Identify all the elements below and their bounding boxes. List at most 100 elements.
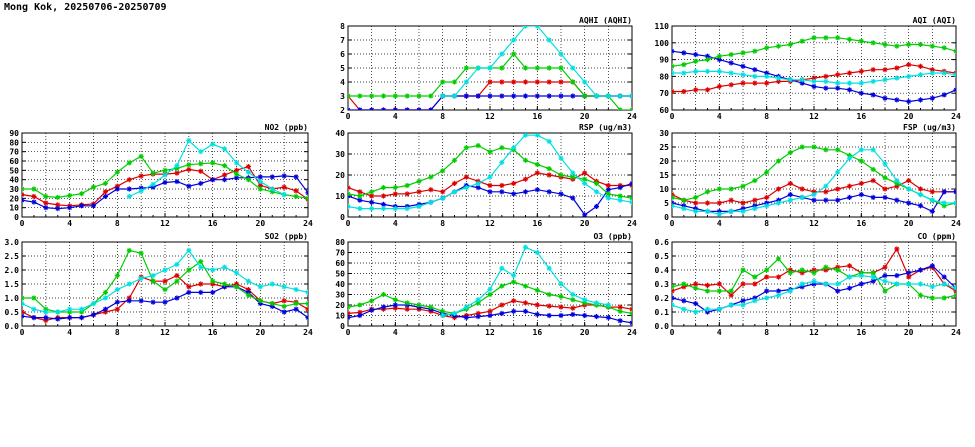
data-point-blue bbox=[546, 312, 552, 319]
y-tick-label: 20 bbox=[9, 194, 19, 203]
data-point-blue bbox=[475, 313, 481, 320]
data-point-cyan bbox=[186, 247, 192, 253]
data-point-cyan bbox=[799, 281, 805, 287]
data-point-green bbox=[716, 288, 722, 294]
x-tick-label: 12 bbox=[485, 219, 495, 228]
y-tick-label: 4 bbox=[340, 78, 345, 87]
data-point-green bbox=[43, 193, 49, 200]
y-tick-label: 0.1 bbox=[655, 308, 670, 317]
data-point-blue bbox=[499, 93, 505, 99]
data-point-cyan bbox=[534, 133, 540, 138]
data-point-cyan bbox=[534, 249, 540, 256]
x-tick-label: 20 bbox=[904, 219, 914, 228]
data-point-green bbox=[716, 53, 722, 59]
data-point-red bbox=[917, 186, 924, 192]
data-point-green bbox=[499, 283, 505, 289]
data-point-cyan bbox=[775, 200, 782, 206]
data-point-cyan bbox=[440, 93, 446, 99]
data-point-cyan bbox=[811, 78, 817, 85]
data-point-green bbox=[846, 36, 853, 43]
data-point-cyan bbox=[693, 309, 699, 315]
data-point-blue bbox=[846, 194, 853, 200]
y-tick-label: 60 bbox=[659, 106, 669, 115]
data-point-cyan bbox=[392, 206, 398, 212]
data-point-green bbox=[929, 43, 935, 49]
data-point-cyan bbox=[835, 80, 841, 86]
x-tick-label: 24 bbox=[627, 219, 637, 228]
data-point-red bbox=[775, 186, 782, 192]
data-point-green bbox=[672, 284, 675, 290]
x-tick-label: 24 bbox=[627, 112, 637, 121]
data-point-green bbox=[511, 279, 517, 285]
data-point-blue bbox=[392, 107, 398, 110]
data-point-green bbox=[522, 65, 529, 71]
data-point-blue bbox=[716, 57, 722, 63]
x-tick-label: 16 bbox=[533, 112, 543, 121]
x-tick-label: 20 bbox=[904, 112, 914, 121]
x-tick-label: 12 bbox=[485, 112, 495, 121]
data-point-blue bbox=[558, 312, 564, 319]
data-point-blue bbox=[787, 192, 793, 198]
data-point-red bbox=[775, 274, 782, 280]
x-tick-label: 16 bbox=[533, 328, 543, 337]
data-point-blue bbox=[752, 67, 758, 73]
data-point-green bbox=[775, 158, 782, 164]
data-point-green bbox=[546, 166, 552, 172]
data-point-cyan bbox=[31, 306, 37, 312]
data-point-red bbox=[917, 63, 924, 69]
data-point-cyan bbox=[221, 146, 228, 152]
data-point-green bbox=[870, 40, 876, 46]
data-point-blue bbox=[55, 206, 61, 212]
data-point-cyan bbox=[546, 37, 552, 43]
data-point-cyan bbox=[823, 281, 829, 287]
y-tick-label: 0 bbox=[14, 213, 19, 222]
data-point-red bbox=[629, 306, 632, 312]
data-point-red bbox=[22, 309, 25, 315]
y-tick-label: 110 bbox=[655, 22, 670, 31]
data-point-green bbox=[511, 51, 517, 57]
data-point-cyan bbox=[233, 270, 240, 276]
x-tick-label: 0 bbox=[670, 112, 675, 121]
data-point-green bbox=[629, 310, 632, 316]
data-point-blue bbox=[22, 197, 25, 203]
data-point-red bbox=[416, 189, 422, 195]
data-point-blue bbox=[43, 205, 49, 211]
data-point-red bbox=[672, 88, 675, 95]
data-point-blue bbox=[906, 200, 912, 206]
x-tick-label: 12 bbox=[485, 328, 495, 337]
data-point-cyan bbox=[917, 281, 924, 287]
x-tick-label: 20 bbox=[580, 219, 590, 228]
data-point-red bbox=[487, 308, 493, 314]
data-point-green bbox=[787, 270, 793, 276]
data-point-green bbox=[369, 93, 375, 99]
data-point-green bbox=[440, 168, 446, 174]
data-point-green bbox=[917, 292, 924, 298]
data-point-blue bbox=[357, 312, 363, 319]
data-point-blue bbox=[941, 92, 947, 98]
data-point-blue bbox=[114, 186, 120, 192]
data-point-green bbox=[392, 93, 398, 99]
data-point-cyan bbox=[463, 185, 469, 191]
y-tick-label: 70 bbox=[659, 89, 669, 98]
x-tick-label: 0 bbox=[670, 328, 675, 337]
data-point-green bbox=[348, 93, 351, 99]
data-point-cyan bbox=[186, 137, 192, 144]
data-point-cyan bbox=[593, 93, 600, 99]
y-tick-label: 60 bbox=[9, 157, 19, 166]
series-green bbox=[348, 143, 632, 201]
data-point-green bbox=[929, 295, 935, 301]
x-tick-label: 4 bbox=[717, 328, 722, 337]
data-point-cyan bbox=[369, 206, 375, 212]
data-point-green bbox=[752, 178, 758, 184]
data-point-blue bbox=[269, 174, 275, 180]
x-tick-label: 20 bbox=[580, 112, 590, 121]
data-point-green bbox=[55, 194, 61, 200]
data-point-red bbox=[846, 70, 853, 76]
data-point-green bbox=[953, 48, 956, 54]
data-point-red bbox=[451, 180, 458, 186]
data-point-cyan bbox=[629, 93, 632, 99]
data-point-cyan bbox=[416, 203, 422, 210]
data-point-cyan bbox=[558, 51, 564, 57]
y-tick-label: 80 bbox=[659, 72, 669, 81]
